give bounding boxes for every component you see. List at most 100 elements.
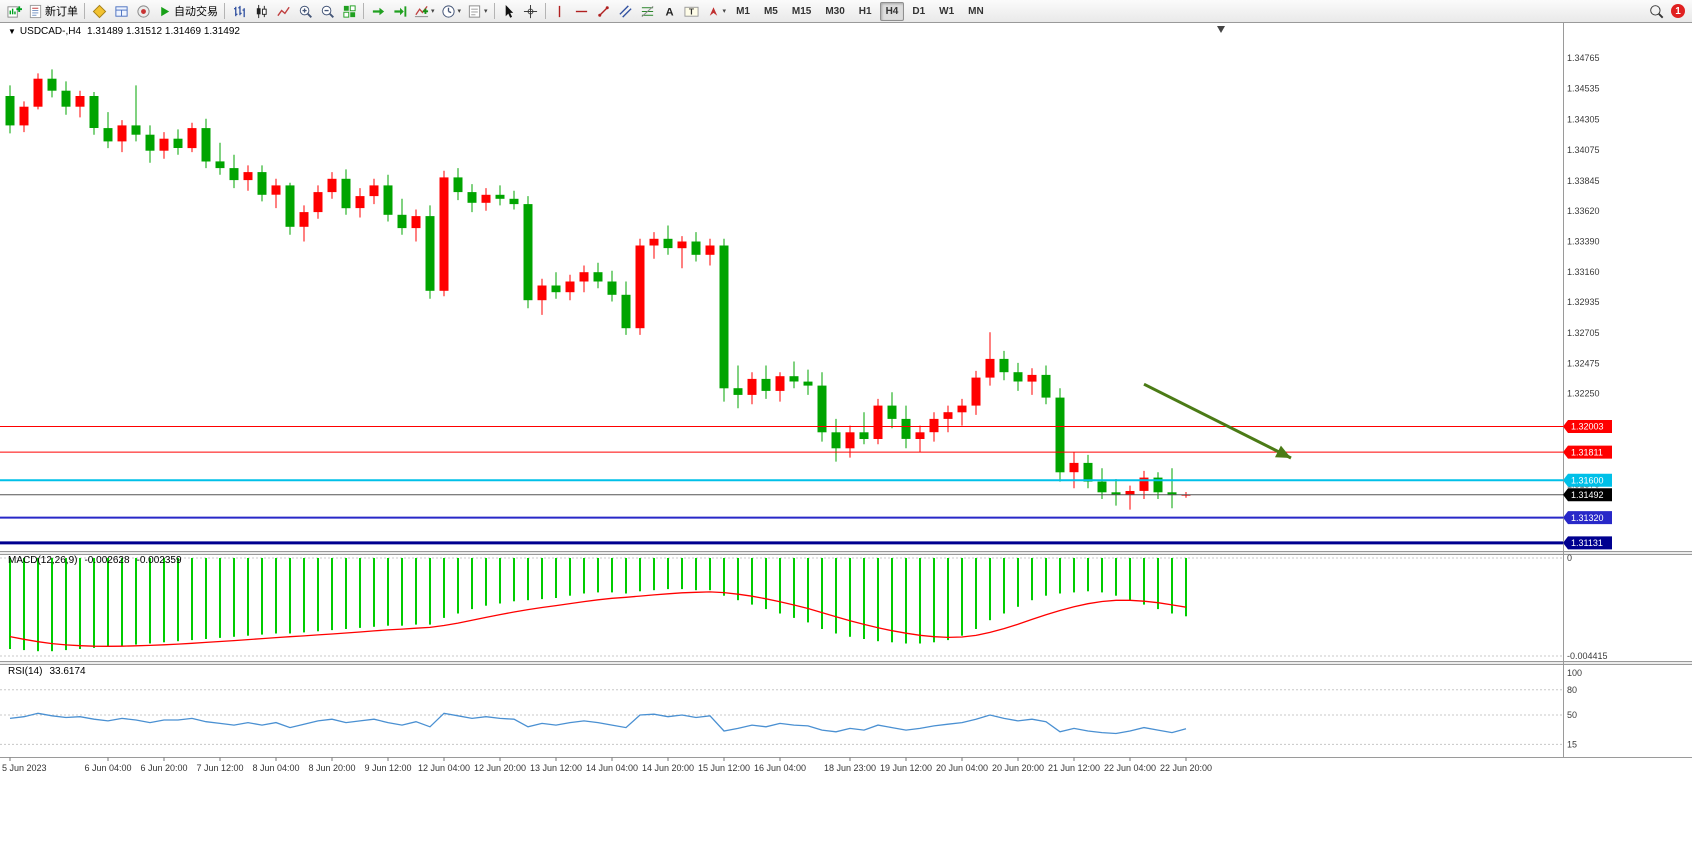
zoom-in-button[interactable] [294, 1, 316, 21]
order-doc-icon [29, 4, 42, 18]
timeframe-m5-button[interactable]: M5 [763, 5, 778, 17]
text-icon: A [665, 6, 673, 18]
pane-separator[interactable] [0, 551, 1692, 555]
line-chart-button[interactable] [272, 1, 294, 21]
timeframe-w1-button[interactable]: W1 [939, 5, 955, 17]
toolbar-separator [224, 3, 225, 19]
new-order-button[interactable]: 新订单 [25, 1, 81, 21]
timeframe-d1-button[interactable]: D1 [912, 5, 926, 17]
candle-body [719, 245, 729, 389]
svg-text:T: T [689, 6, 695, 16]
candle-body [495, 194, 505, 199]
candle-body [103, 128, 113, 142]
cursor-button[interactable] [498, 1, 520, 21]
time-axis-label: 9 Jun 12:00 [364, 763, 411, 773]
rsi-value: 33.6174 [49, 666, 86, 677]
time-axis-label: 13 Jun 12:00 [530, 763, 582, 773]
new-order-button-label: 新订单 [45, 6, 78, 18]
new-chart-button[interactable] [3, 1, 25, 21]
candle-body [467, 192, 477, 203]
notification-badge[interactable]: 1 [1671, 4, 1685, 18]
macd-value: -0.002628 [84, 555, 130, 566]
price-line-badge [1563, 473, 1612, 487]
candle-body [1027, 374, 1037, 382]
symbol-ohlc-line: ▼ USDCAD-,H4 1.31489 1.31512 1.31469 1.314… [8, 26, 246, 37]
ohlc-values: 1.31489 1.31512 1.31469 1.31492 [87, 26, 240, 37]
timeframe-m15-button[interactable]: M15 [791, 5, 812, 17]
candle-body [635, 245, 645, 329]
templates-button[interactable]: ▾ [464, 1, 491, 21]
candlestick-chart-button[interactable] [250, 1, 272, 21]
time-axis-label: 8 Jun 20:00 [308, 763, 355, 773]
timeframe-h1-button[interactable]: H1 [858, 5, 872, 17]
zoom-out-button[interactable] [316, 1, 338, 21]
candle-body [747, 378, 757, 395]
toolbar-right-group: 1 [1645, 0, 1689, 22]
crosshair-button[interactable] [520, 1, 542, 21]
pane-separator[interactable] [0, 661, 1692, 665]
channel-button[interactable] [615, 1, 637, 21]
tile-windows-button[interactable] [338, 1, 360, 21]
vertical-line-button[interactable] [549, 1, 571, 21]
candle-body [1153, 477, 1163, 493]
chart-shift-marker[interactable] [1217, 26, 1225, 33]
time-axis-label: 18 Jun 23:00 [824, 763, 876, 773]
price-axis-label: 1.33620 [1567, 206, 1600, 216]
candle-body [425, 216, 435, 291]
candle-body [607, 281, 617, 295]
indicators-button[interactable]: ▾ [411, 1, 438, 21]
trendline-button[interactable] [593, 1, 615, 21]
trend-arrow[interactable] [1143, 382, 1292, 460]
market-watch-button[interactable] [88, 1, 110, 21]
timeframe-mn-button[interactable]: MN [968, 5, 984, 17]
candle-body [649, 238, 659, 246]
arrows-button[interactable]: ▾ [703, 1, 730, 21]
search-button[interactable] [1645, 1, 1667, 21]
candle-body [159, 138, 169, 151]
candle-body [1167, 492, 1177, 496]
chart-shift-button[interactable] [389, 1, 411, 21]
data-window-icon [114, 5, 128, 17]
price-line-badge [1563, 420, 1612, 433]
timeframe-h4-button[interactable]: H4 [879, 1, 905, 21]
macd-axis-label: -0.004415 [1567, 651, 1608, 661]
timeframe-m30-button[interactable]: M30 [825, 5, 845, 17]
zoom-in-icon [299, 5, 312, 18]
zoom-out-icon [321, 5, 334, 18]
candles-layer [5, 69, 1191, 510]
text-button[interactable]: A [659, 1, 681, 21]
data-window-button[interactable] [110, 1, 132, 21]
candle-body [971, 377, 981, 406]
candle-body [593, 272, 603, 282]
candle-body [621, 294, 631, 329]
navigator-button[interactable] [132, 1, 154, 21]
macd-signal-value: -0.002359 [136, 555, 182, 566]
bar-chart-button[interactable] [228, 1, 250, 21]
time-axis-label: 22 Jun 04:00 [1104, 763, 1156, 773]
auto-scroll-button[interactable] [367, 1, 389, 21]
time-axis-label: 20 Jun 20:00 [992, 763, 1044, 773]
search-icon [1649, 4, 1663, 18]
crosshair-icon [523, 4, 538, 18]
candle-body [355, 196, 365, 209]
candles-icon [256, 4, 267, 18]
candle-body [411, 216, 421, 229]
time-axis-label: 22 Jun 20:00 [1160, 763, 1212, 773]
periods-button[interactable]: ▾ [438, 1, 465, 21]
time-axis-label: 14 Jun 20:00 [642, 763, 694, 773]
candle-body [131, 125, 141, 135]
candle-body [173, 138, 183, 148]
time-axis-label: 21 Jun 12:00 [1048, 763, 1100, 773]
candle-body [5, 96, 15, 126]
price-line-badge-text: 1.31131 [1571, 538, 1603, 548]
autotrading-button[interactable]: 自动交易 [154, 1, 221, 21]
label-button[interactable]: T [681, 1, 703, 21]
candle-body [509, 198, 519, 205]
timeframe-m1-button[interactable]: M1 [736, 5, 750, 17]
horizontal-line-button[interactable] [571, 1, 593, 21]
price-axis-label: 1.33160 [1567, 267, 1600, 277]
fibonacci-button[interactable] [637, 1, 659, 21]
toolbar-left-group: 新订单 自动交易 ▾ ▾ ▾ A T ▾ [3, 0, 729, 22]
channel-icon [619, 4, 632, 18]
